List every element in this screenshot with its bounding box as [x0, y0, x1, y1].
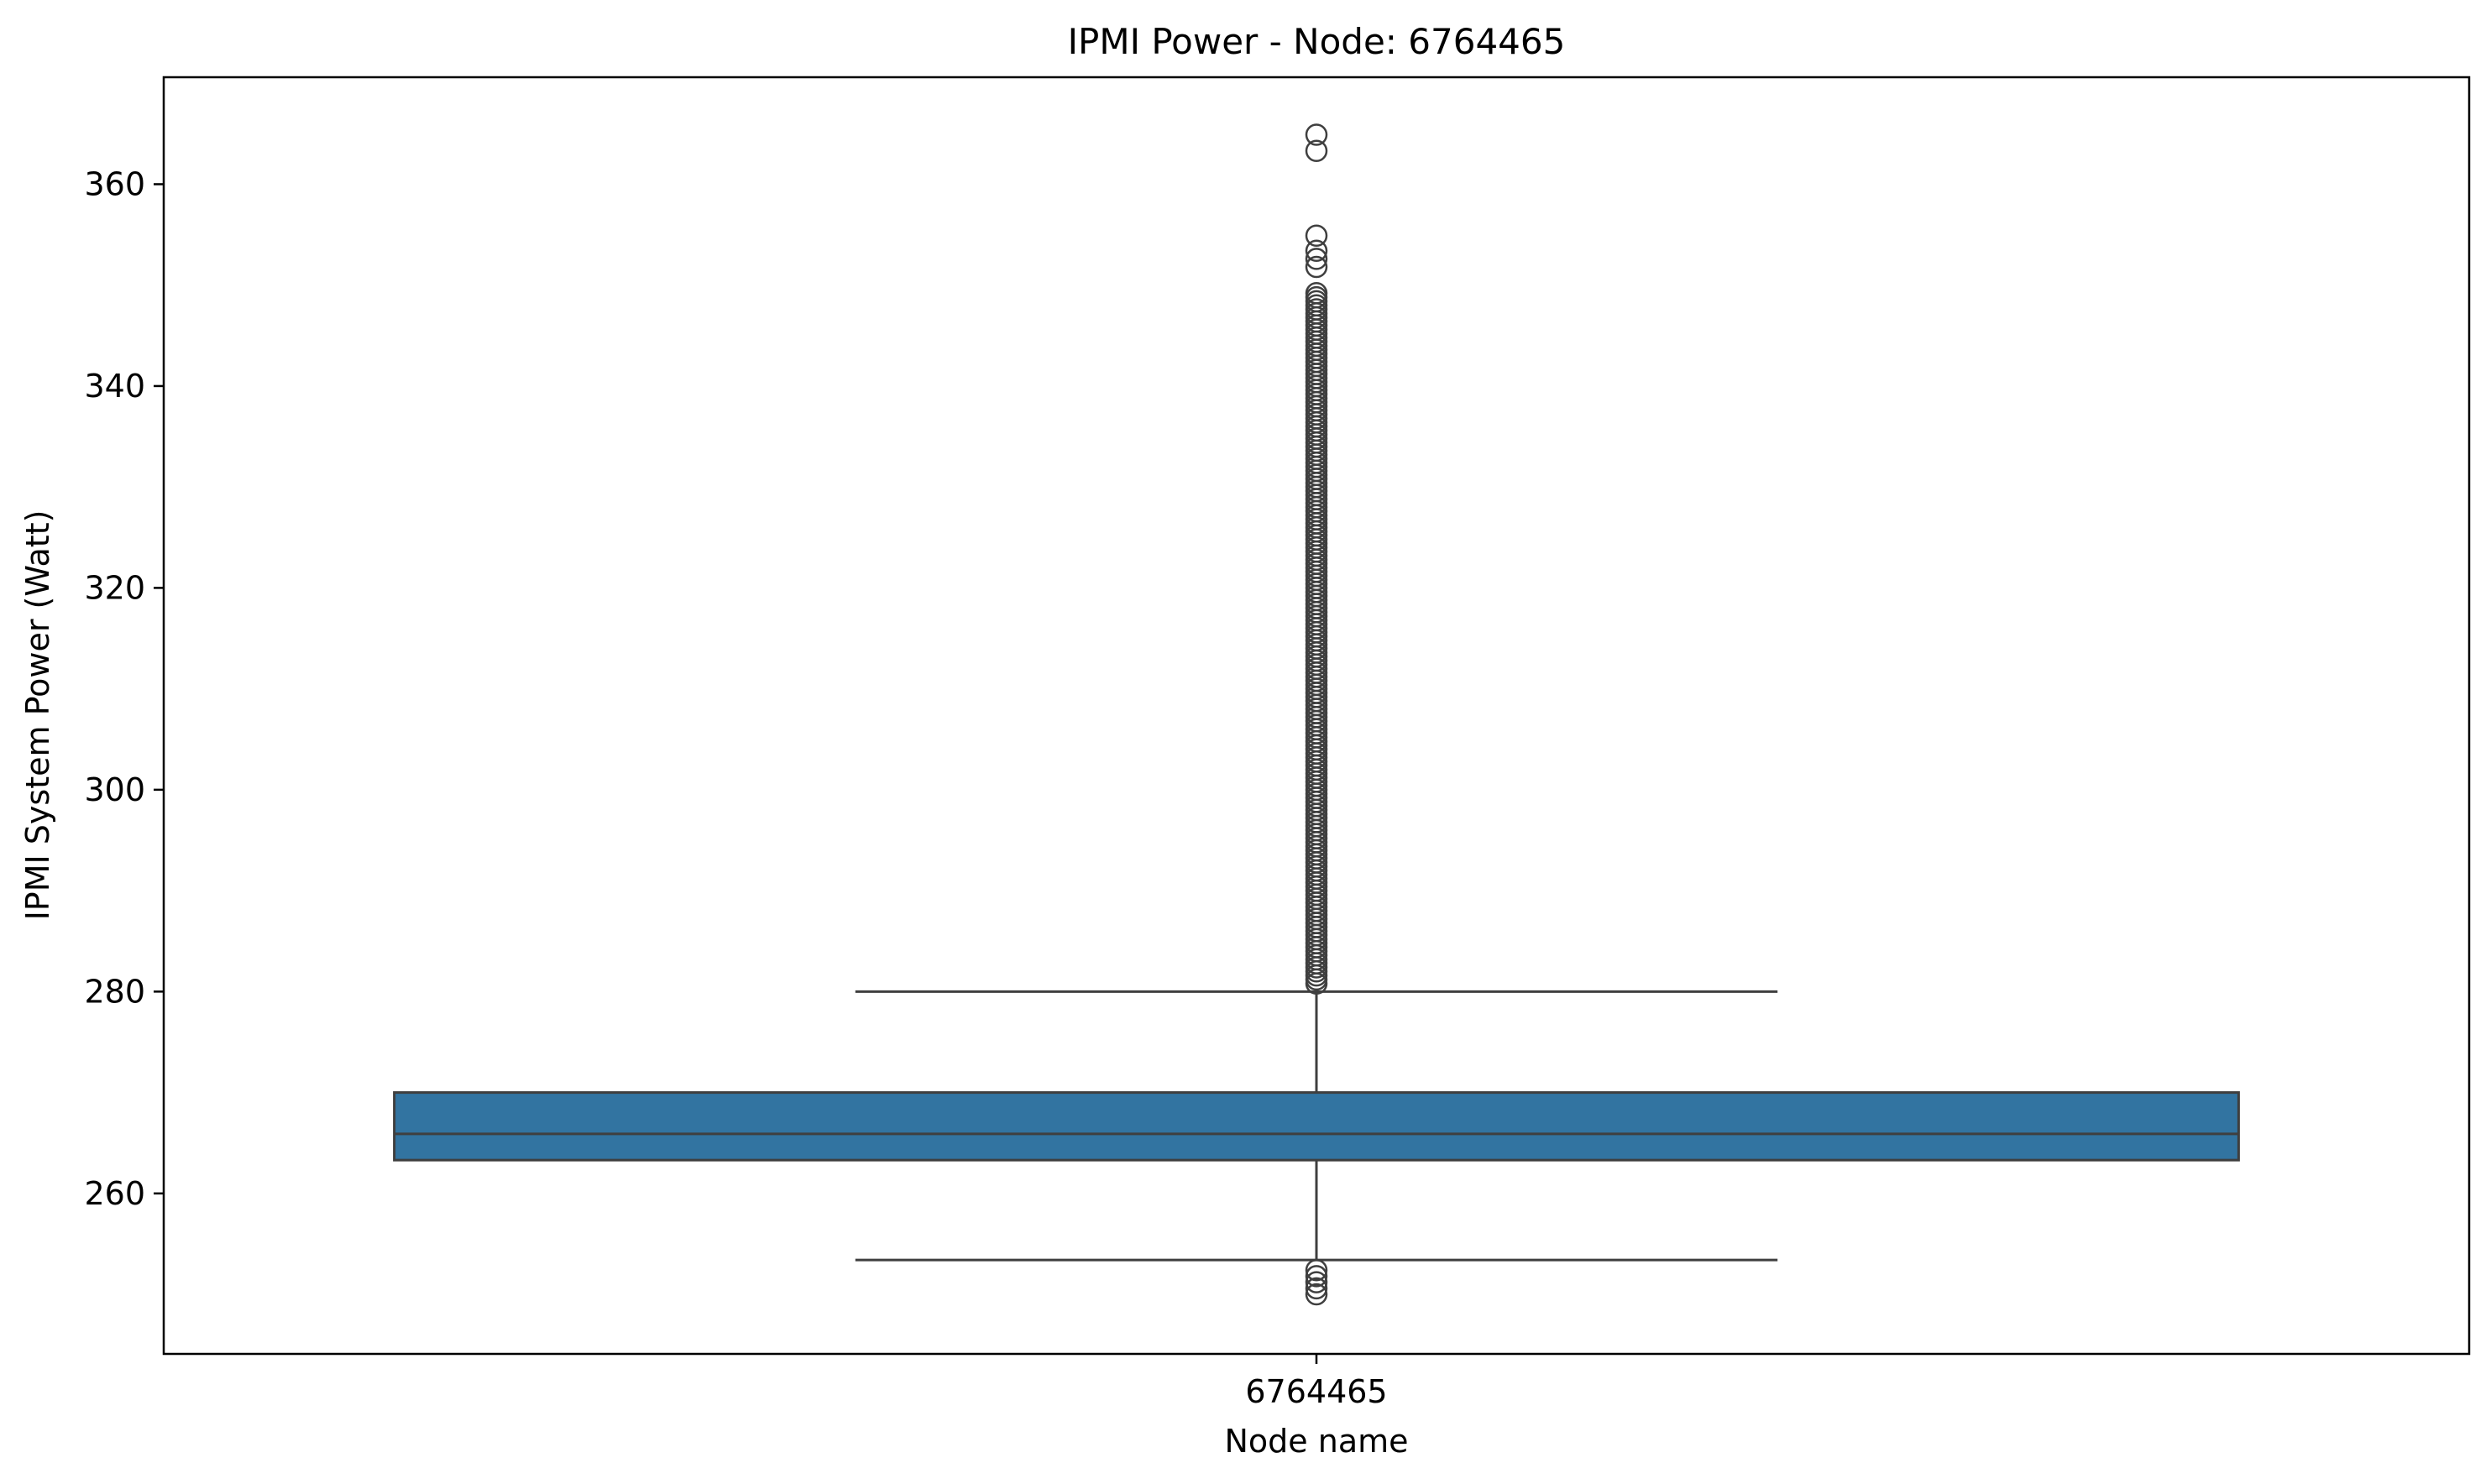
outlier-point	[1305, 1277, 1328, 1300]
box-layer	[393, 990, 2240, 1262]
outlier-point	[1305, 1283, 1328, 1306]
x-tick-label: 6764465	[1245, 1373, 1387, 1410]
outlier-point	[1305, 139, 1328, 163]
outlier-point	[1305, 248, 1328, 270]
y-axis-label: IPMI System Power (Watt)	[19, 510, 56, 921]
y-tick-label: 300	[84, 771, 145, 808]
outlier-point	[1305, 1258, 1328, 1282]
outlier-point	[1305, 239, 1328, 263]
y-tick-label: 360	[84, 165, 145, 202]
box-iqr	[393, 1091, 2240, 1162]
outlier-point	[1305, 282, 1328, 305]
y-tick-label: 280	[84, 973, 145, 1010]
x-axis-label: Node name	[1224, 1423, 1408, 1460]
flier-layer	[1305, 123, 1328, 1306]
y-axis: 260 280 300 320 340 360	[84, 165, 164, 1212]
y-tick-label: 260	[84, 1175, 145, 1212]
outlier-point	[1305, 123, 1328, 146]
x-axis: 6764465	[1245, 1354, 1388, 1410]
outlier-point	[1305, 1265, 1328, 1288]
outlier-point	[1305, 1271, 1328, 1293]
outlier-point	[1305, 224, 1328, 248]
y-tick-label: 340	[84, 368, 145, 405]
y-tick-label: 320	[84, 569, 145, 606]
outlier-point	[1305, 255, 1328, 279]
chart-title: IPMI Power - Node: 6764465	[1068, 21, 1566, 62]
